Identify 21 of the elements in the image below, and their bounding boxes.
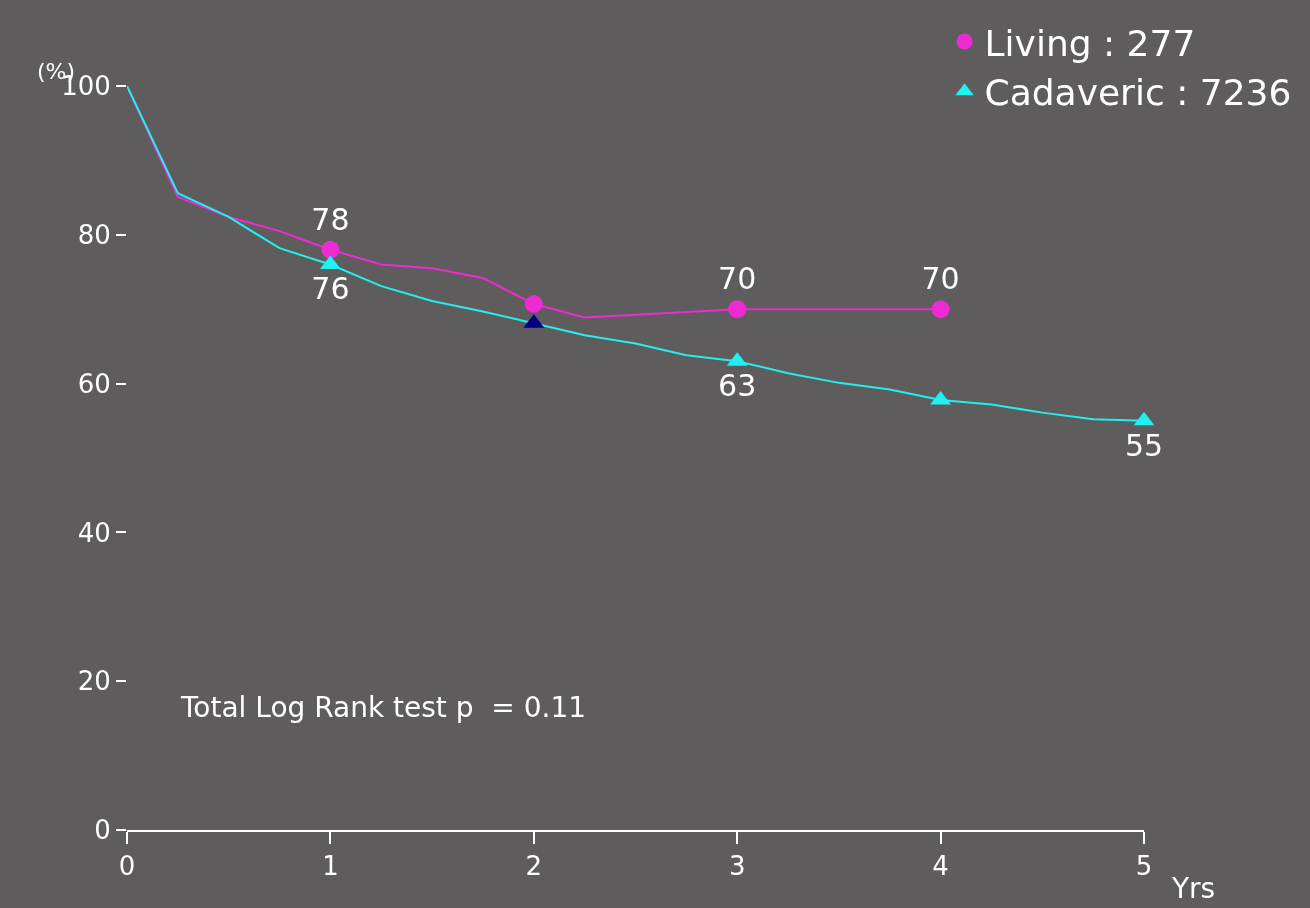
data-label: 55: [1124, 427, 1164, 463]
annotation: Total Log Rank test p = 0.11: [180, 691, 587, 724]
data-label: 78: [311, 201, 350, 237]
y-tick-label: 60: [77, 368, 111, 399]
y-tick-label: 80: [77, 219, 111, 250]
y-tick-label: 20: [77, 666, 111, 697]
data-label: 70: [921, 261, 960, 297]
x-tick-label: 3: [728, 851, 746, 882]
x-tick-label: 0: [118, 851, 136, 882]
legend-label: Cadaveric : 7236: [984, 72, 1292, 114]
data-label: 70: [718, 261, 757, 297]
data-label: 76: [311, 271, 350, 307]
data-label: 63: [718, 368, 757, 404]
x-axis-title: Yrs: [1171, 872, 1216, 905]
x-tick-label: 4: [932, 851, 949, 882]
y-tick-label: 40: [77, 517, 111, 548]
x-tick-label: 1: [322, 851, 339, 882]
legend-label: Living : 277: [984, 22, 1196, 64]
x-tick-label: 5: [1135, 851, 1153, 882]
x-tick-label: 2: [525, 851, 543, 882]
y-tick-label: 0: [94, 815, 111, 846]
